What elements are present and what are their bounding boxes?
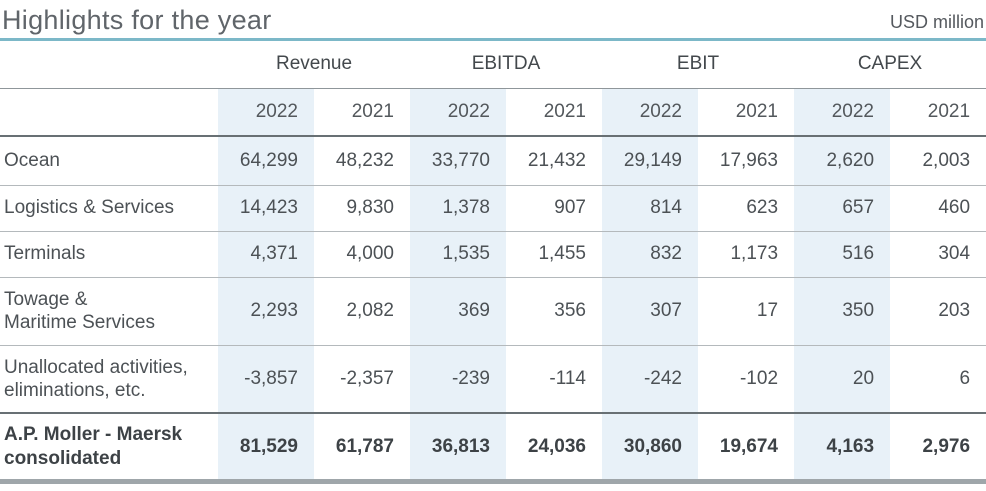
column-group-revenue: Revenue xyxy=(218,41,410,89)
year-header-ebit-2022: 2022 xyxy=(602,88,698,137)
cell-value: 14,423 xyxy=(218,185,314,231)
cell-value: 21,432 xyxy=(527,149,586,171)
year-header-revenue-2022: 2022 xyxy=(218,88,314,137)
cell-value: 4,163 xyxy=(794,413,891,479)
column-group-header-row: Revenue EBITDA EBIT CAPEX xyxy=(0,41,986,89)
year-header-row: 2022 2021 2022 2021 2022 2021 2022 2021 xyxy=(0,88,986,137)
cell-value: -102 xyxy=(739,367,779,389)
cell-value: 9,830 xyxy=(346,197,394,218)
page-title: Highlights for the year xyxy=(2,5,272,36)
cell-value: 369 xyxy=(410,277,506,345)
cell-value: -114 xyxy=(549,367,586,389)
cell-value: 350 xyxy=(794,277,891,345)
highlights-table: Revenue EBITDA EBIT CAPEX 2022 2021 2022… xyxy=(0,41,986,479)
table-row-terminals: Terminals 4,371 4,000 1,535 1,455 832 1,… xyxy=(0,231,986,277)
cell-value: 20 xyxy=(794,345,891,413)
cell-value: 2,293 xyxy=(218,277,314,345)
cell-value: -2,357 xyxy=(340,367,394,389)
cell-value: 48,232 xyxy=(335,149,394,171)
cell-value: 81,529 xyxy=(218,413,314,479)
cell-value: 1,535 xyxy=(410,231,506,277)
cell-value: 356 xyxy=(554,300,586,321)
cell-value: 30,860 xyxy=(602,413,698,479)
cell-value: 304 xyxy=(938,243,971,264)
cell-value: 2,976 xyxy=(922,435,971,457)
corner-empty-cell xyxy=(0,41,218,89)
year-header-ebitda-2022: 2022 xyxy=(410,88,506,137)
cell-value: 1,378 xyxy=(410,185,506,231)
table-row-logistics-services: Logistics & Services 14,423 9,830 1,378 … xyxy=(0,185,986,231)
year-header-ebitda-2021: 2021 xyxy=(506,88,602,137)
row-label: Towage & Maritime Services xyxy=(4,288,155,333)
cell-value: 203 xyxy=(938,300,971,321)
cell-value: 1,455 xyxy=(538,243,586,264)
cell-value: 17,963 xyxy=(719,149,779,171)
table-row-towage-maritime-services: Towage & Maritime Services 2,293 2,082 3… xyxy=(0,277,986,345)
cell-value: 1,173 xyxy=(730,243,779,264)
cell-value: 33,770 xyxy=(410,136,506,185)
cell-value: 29,149 xyxy=(602,136,698,185)
cell-value: 4,000 xyxy=(346,243,394,264)
cell-value: 17 xyxy=(756,300,779,321)
cell-value: 6 xyxy=(959,367,971,389)
cell-value: 2,003 xyxy=(922,149,971,171)
year-header-capex-2021: 2021 xyxy=(890,88,986,137)
row-label: Ocean xyxy=(4,150,60,172)
cell-value: 4,371 xyxy=(218,231,314,277)
row-label: A.P. Moller - Maersk consolidated xyxy=(4,424,183,469)
cell-value: 623 xyxy=(746,197,779,218)
table-row-ocean: Ocean 64,299 48,232 33,770 21,432 29,149… xyxy=(0,136,986,185)
cell-value: 460 xyxy=(938,197,971,218)
cell-value: 832 xyxy=(602,231,698,277)
cell-value: 907 xyxy=(554,197,586,218)
cell-value: 19,674 xyxy=(719,435,779,457)
cell-value: 24,036 xyxy=(527,435,586,457)
unit-label: USD million xyxy=(889,12,984,32)
cell-value: 516 xyxy=(794,231,891,277)
cell-value: -3,857 xyxy=(218,345,314,413)
row-label: Terminals xyxy=(4,243,86,265)
cell-value: 657 xyxy=(794,185,891,231)
column-group-ebit: EBIT xyxy=(602,41,795,89)
column-group-ebitda: EBITDA xyxy=(410,41,602,89)
accent-rule xyxy=(0,38,986,41)
cell-value: -239 xyxy=(410,345,506,413)
cell-value: 2,082 xyxy=(346,300,394,321)
year-header-ebit-2021: 2021 xyxy=(698,88,795,137)
cell-value: 2,620 xyxy=(794,136,891,185)
cell-value: 814 xyxy=(602,185,698,231)
year-header-capex-2022: 2022 xyxy=(794,88,891,137)
corner-empty-cell xyxy=(0,88,218,137)
cell-value: 61,787 xyxy=(335,435,394,457)
year-header-revenue-2021: 2021 xyxy=(314,88,410,137)
cell-value: 36,813 xyxy=(410,413,506,479)
cell-value: 307 xyxy=(602,277,698,345)
column-group-capex: CAPEX xyxy=(794,41,986,89)
cell-value: -242 xyxy=(602,345,698,413)
row-label: Logistics & Services xyxy=(4,197,175,219)
table-row-unallocated: Unallocated activities, eliminations, et… xyxy=(0,345,986,413)
row-label: Unallocated activities, eliminations, et… xyxy=(4,356,188,401)
table-row-consolidated-total: A.P. Moller - Maersk consolidated 81,529… xyxy=(0,413,986,479)
cell-value: 64,299 xyxy=(218,136,314,185)
page-header: Highlights for the year USD million xyxy=(0,0,986,38)
table-bottom-bar xyxy=(0,479,986,484)
